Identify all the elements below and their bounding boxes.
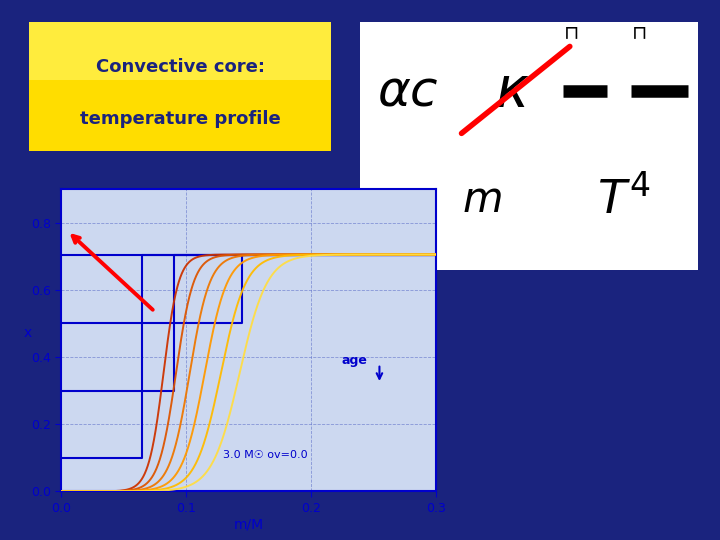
Text: temperature profile: temperature profile xyxy=(80,110,280,128)
X-axis label: m/M: m/M xyxy=(233,518,264,531)
Text: $\alpha c$: $\alpha c$ xyxy=(377,67,438,115)
Text: $T^4$: $T^4$ xyxy=(597,177,650,224)
FancyBboxPatch shape xyxy=(19,18,341,155)
Y-axis label: x: x xyxy=(24,326,32,340)
Text: $m$: $m$ xyxy=(462,179,501,221)
Text: 3.0 M☉ ov=0.0: 3.0 M☉ ov=0.0 xyxy=(223,450,308,460)
Text: Convective core:: Convective core: xyxy=(96,58,264,76)
Text: $\sqcap$: $\sqcap$ xyxy=(563,24,578,44)
Text: $\sqcap$: $\sqcap$ xyxy=(631,24,646,44)
Text: $\kappa$: $\kappa$ xyxy=(495,65,530,118)
Text: age: age xyxy=(342,354,368,367)
Bar xyxy=(29,22,331,80)
